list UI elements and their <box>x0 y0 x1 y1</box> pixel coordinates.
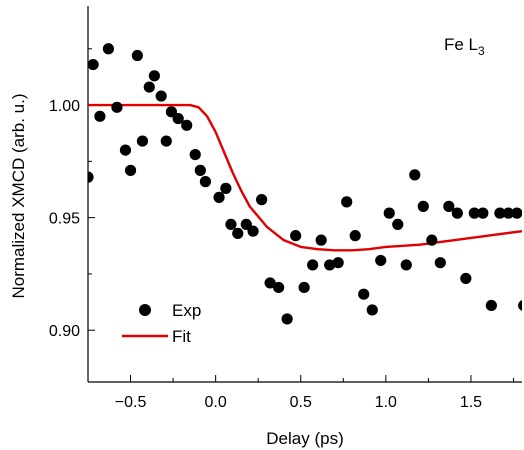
exp-point <box>383 207 395 219</box>
x-axis-title: Delay (ps) <box>266 429 343 448</box>
exp-point <box>232 227 244 239</box>
exp-point <box>172 112 184 125</box>
exp-point <box>148 70 160 82</box>
exp-point <box>247 225 259 237</box>
exp-point <box>298 281 310 294</box>
exp-point <box>511 207 522 219</box>
exp-point <box>189 149 201 161</box>
exp-point <box>409 169 421 181</box>
exp-point <box>494 207 506 219</box>
exp-point <box>240 218 252 230</box>
exp-point <box>88 171 94 183</box>
exp-point <box>332 257 344 269</box>
exp-point <box>307 259 319 271</box>
exp-point <box>434 257 446 269</box>
exp-point <box>194 164 206 176</box>
exp-point <box>181 119 193 131</box>
exp-point <box>485 299 497 312</box>
x-tick-label: 1.5 <box>460 394 482 411</box>
y-tick-label: 1.00 <box>49 98 80 115</box>
exp-point <box>160 135 172 147</box>
exp-point <box>477 207 489 219</box>
x-tick-label: −0.5 <box>115 394 147 411</box>
exp-point <box>468 207 480 219</box>
element-edge-annotation: Fe L3 <box>444 35 485 58</box>
y-tick-label: 0.95 <box>49 211 80 228</box>
exp-series <box>88 43 522 325</box>
exp-point <box>220 182 232 194</box>
exp-point <box>341 196 353 208</box>
exp-point <box>131 49 143 62</box>
exp-point <box>375 254 387 267</box>
exp-point <box>155 90 167 102</box>
exp-point <box>102 43 115 55</box>
exp-point <box>400 259 412 271</box>
exp-point <box>460 272 472 285</box>
exp-point <box>124 164 137 176</box>
legend-exp-label: Exp <box>172 301 201 320</box>
x-tick-label: 1.0 <box>375 394 397 411</box>
exp-point <box>518 300 522 311</box>
legend-fit-label: Fit <box>172 327 191 346</box>
exp-point <box>256 194 268 206</box>
exp-point <box>281 313 293 325</box>
exp-point <box>392 218 404 230</box>
exp-point <box>290 230 302 242</box>
exp-point <box>119 144 132 156</box>
exp-point <box>199 176 212 188</box>
exp-point <box>349 230 361 242</box>
exp-point <box>502 207 514 219</box>
exp-point <box>451 207 463 219</box>
legend: Exp Fit <box>122 301 201 346</box>
x-tick-label: 0.5 <box>290 394 312 411</box>
exp-point <box>426 234 438 246</box>
fit-line <box>88 103 522 252</box>
exp-point <box>143 81 155 93</box>
exp-point <box>315 234 327 246</box>
legend-exp-marker <box>139 304 151 316</box>
exp-point <box>165 106 177 118</box>
exp-point <box>324 259 336 271</box>
exp-point <box>366 304 378 316</box>
exp-point <box>136 135 149 147</box>
x-ticks: −0.5 0.0 0.5 1.0 1.5 <box>87 375 514 411</box>
annotation-subscript: 3 <box>478 44 485 58</box>
exp-point <box>88 58 99 71</box>
y-ticks: 0.90 0.95 1.00 <box>49 48 95 340</box>
exp-point <box>358 288 370 300</box>
exp-point <box>443 200 455 212</box>
annotation-base: Fe L <box>444 35 478 54</box>
exp-point <box>417 200 429 212</box>
exp-point <box>94 110 106 122</box>
fit-series <box>88 103 522 252</box>
exp-point <box>111 101 123 113</box>
exp-point <box>225 218 237 230</box>
y-tick-label: 0.90 <box>49 323 80 340</box>
y-axis-title: Normalized XMCD (arb. u.) <box>9 94 28 299</box>
exp-point <box>213 191 225 203</box>
exp-point <box>273 281 285 294</box>
exp-point <box>264 277 276 289</box>
x-tick-label: 0.0 <box>205 394 227 411</box>
